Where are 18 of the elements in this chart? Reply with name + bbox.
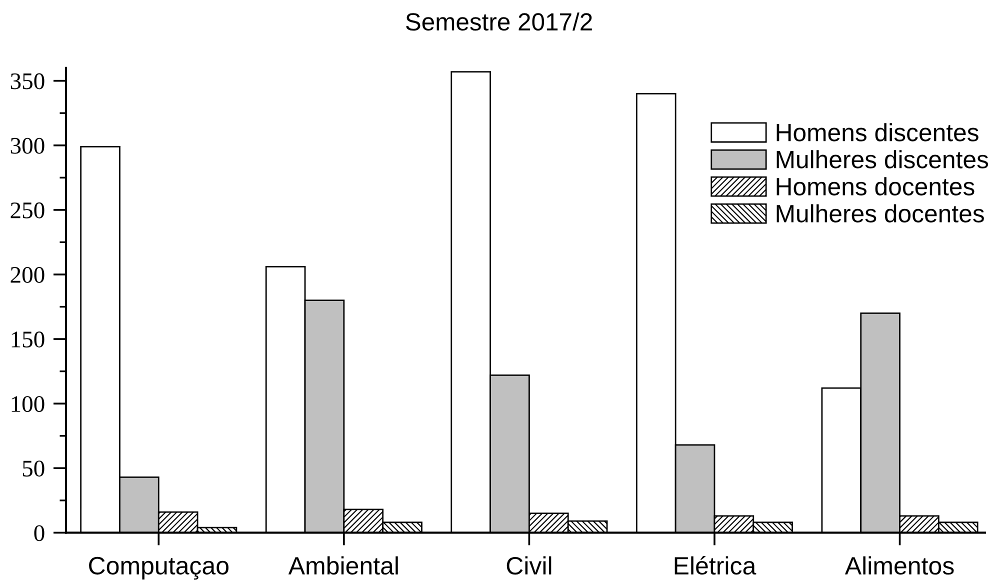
y-tick-label: 100 [12,396,44,412]
x-tick-label: Ambiental [288,556,398,575]
y-tick-label: 350 [10,73,44,90]
chart-title: Semestre 2017/2 [406,12,592,31]
y-tick-label: 200 [10,266,44,283]
legend-label: Mulheres discentes [776,150,988,168]
y-tick-label: 150 [12,332,44,348]
y-tick-label: 250 [10,202,44,218]
x-tick-label: Civil [506,556,552,575]
x-tick-label: Alimentos [844,556,954,575]
x-tick-label: Elétrica [674,556,756,575]
y-tick-label: 50 [22,460,44,477]
legend-label: Mulheres docentes [776,204,984,222]
x-tick-label: Computaçao [89,556,228,580]
y-tick-label: 0 [34,525,44,542]
legend-label: Homens docentes [776,177,974,196]
y-tick-label: 300 [10,138,44,154]
legend-label: Homens discentes [776,123,978,142]
